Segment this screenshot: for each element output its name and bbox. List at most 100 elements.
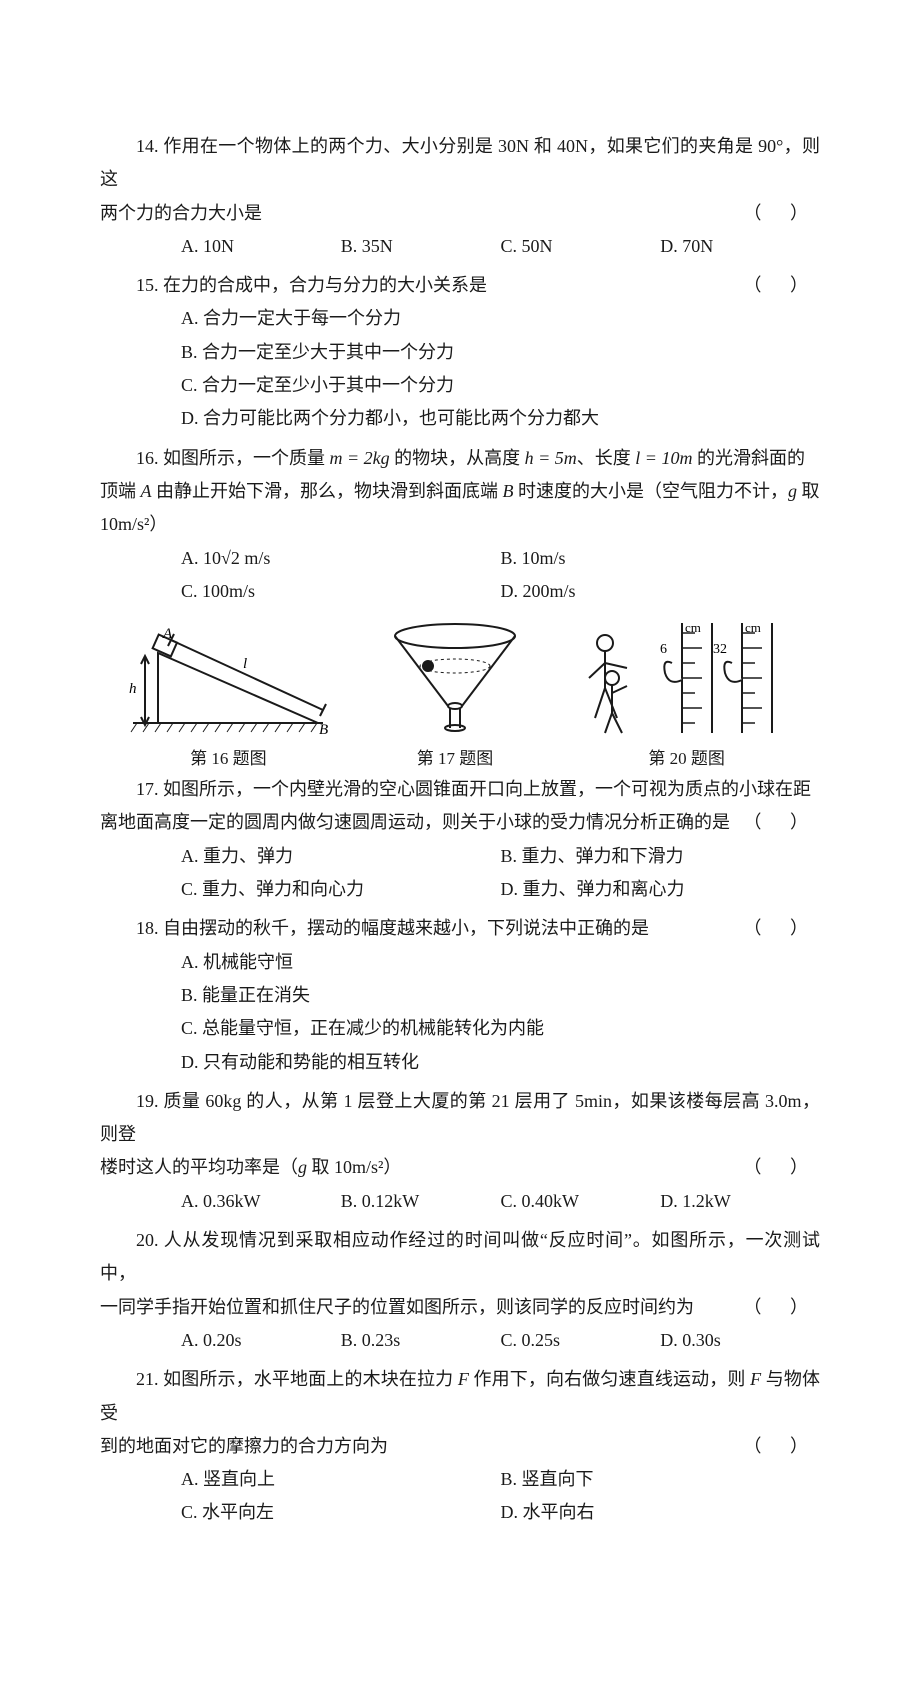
q21-opt-d: D. 水平向右 [501,1496,821,1529]
q17-opt-c: C. 重力、弹力和向心力 [181,873,501,906]
question-21: 21. 如图所示，水平地面上的木块在拉力 F 作用下，向右做匀速直线运动，则 F… [100,1363,820,1529]
q14-opt-b: B. 35N [341,230,501,263]
q14-opt-d: D. 70N [660,230,820,263]
q18-stem-text: 18. 自由摆动的秋千，摆动的幅度越来越小，下列说法中正确的是 [136,918,649,938]
q20-line1: 20. 人从发现情况到采取相应动作经过的时间叫做“反应时间”。如图所示，一次测试… [100,1224,820,1291]
q18-opt-a: A. 机械能守恒 [100,946,820,979]
q16-t5: 顶端 [100,481,141,501]
q15-opt-c: C. 合力一定至少小于其中一个分力 [100,369,820,402]
q20-opt-d: D. 0.30s [660,1324,820,1357]
q19-options: A. 0.36kW B. 0.12kW C. 0.40kW D. 1.2kW [100,1185,820,1218]
q16-A: A [141,481,152,501]
fig20-val-right: 32 [713,642,727,657]
unit-cm-2: cm [745,620,761,635]
q21-row1: A. 竖直向上 B. 竖直向下 [100,1463,820,1496]
q16-t7: 时速度的大小是（空气阻力不计， [514,481,789,501]
fig16-caption: 第 16 题图 [190,744,267,769]
q19-line2: 楼时这人的平均功率是（g 取 10m/s²） （ ） [100,1151,820,1184]
label-h: h [129,681,137,697]
q16-B: B [503,481,514,501]
q16-opt-c: C. 100m/s [181,575,501,608]
q15-stem: 15. 在力的合成中，合力与分力的大小关系是 （ ） [100,269,820,302]
q16-t6: 由静止开始下滑，那么，物块滑到斜面底端 [152,481,503,501]
label-l: l [243,656,247,672]
question-20: 20. 人从发现情况到采取相应动作经过的时间叫做“反应时间”。如图所示，一次测试… [100,1224,820,1357]
q19-opt-b: B. 0.12kW [341,1185,501,1218]
q18-opt-b: B. 能量正在消失 [100,979,820,1012]
q16-opt-d: D. 200m/s [501,575,821,608]
figure-16: A B h l 第 16 题图 [123,628,333,769]
q21-t2: 作用下，向右做匀速直线运动，则 [469,1369,750,1389]
q14-line2: 两个力的合力大小是 （ ） [100,197,820,230]
q16-h: h = 5m [525,448,577,468]
q16-g: g [788,481,797,501]
q18-opt-d: D. 只有动能和势能的相互转化 [100,1046,820,1079]
figure-20: cm cm 6 32 第 20 题图 [577,618,797,769]
answer-blank: （ ） [744,1151,821,1184]
question-15: 15. 在力的合成中，合力与分力的大小关系是 （ ） A. 合力一定大于每一个分… [100,269,820,435]
label-A: A [162,628,173,642]
q21-opt-a: A. 竖直向上 [181,1463,501,1496]
q17-row2: C. 重力、弹力和向心力 D. 重力、弹力和离心力 [100,873,820,906]
q19-opt-c: C. 0.40kW [501,1185,661,1218]
q17-opt-b: B. 重力、弹力和下滑力 [501,840,821,873]
q19-opt-a: A. 0.36kW [181,1185,341,1218]
q16-t1: 16. 如图所示，一个质量 [136,448,330,468]
q17-opt-a: A. 重力、弹力 [181,840,501,873]
answer-blank: （ ） [744,1291,821,1324]
q16-line2: 顶端 A 由静止开始下滑，那么，物块滑到斜面底端 B 时速度的大小是（空气阻力不… [100,475,820,508]
q21-opt-b: B. 竖直向下 [501,1463,821,1496]
q20-stem-tail: 一同学手指开始位置和抓住尺子的位置如图所示，则该同学的反应时间约为 [100,1297,694,1317]
q17-line1: 17. 如图所示，一个内壁光滑的空心圆锥面开口向上放置，一个可视为质点的小球在距 [100,773,820,806]
q20-line2: 一同学手指开始位置和抓住尺子的位置如图所示，则该同学的反应时间约为 （ ） [100,1291,820,1324]
q21-line2: 到的地面对它的摩擦力的合力方向为 （ ） [100,1430,820,1463]
q17-line2: 离地面高度一定的圆周内做匀速圆周运动，则关于小球的受力情况分析正确的是 （ ） [100,806,820,839]
q14-line1: 14. 作用在一个物体上的两个力、大小分别是 30N 和 40N，如果它们的夹角… [100,130,820,197]
answer-blank: （ ） [744,806,821,839]
question-18: 18. 自由摆动的秋千，摆动的幅度越来越小，下列说法中正确的是 （ ） A. 机… [100,912,820,1078]
figure-row: A B h l 第 16 题图 第 17 题图 [100,618,820,769]
q16-t8: 取 [797,481,820,501]
fig20-val-left: 6 [660,642,667,657]
q16-opt-a: A. 10√2 m/s [181,542,501,575]
q16-l: l = 10m [635,448,692,468]
q19-opt-d: D. 1.2kW [660,1185,820,1218]
q18-stem: 18. 自由摆动的秋千，摆动的幅度越来越小，下列说法中正确的是 （ ） [100,912,820,945]
q21-t1: 21. 如图所示，水平地面上的木块在拉力 [136,1369,458,1389]
q20-opt-b: B. 0.23s [341,1324,501,1357]
q14-options: A. 10N B. 35N C. 50N D. 70N [100,230,820,263]
q21-F1: F [458,1369,469,1389]
q21-stem-tail: 到的地面对它的摩擦力的合力方向为 [100,1436,388,1456]
q19-t2: 取 10m/s²） [307,1157,401,1177]
unit-cm-1: cm [685,620,701,635]
q15-opt-b: B. 合力一定至少大于其中一个分力 [100,336,820,369]
q17-stem-tail: 离地面高度一定的圆周内做匀速圆周运动，则关于小球的受力情况分析正确的是 [100,812,730,832]
question-16: 16. 如图所示，一个质量 m = 2kg 的物块，从高度 h = 5m、长度 … [100,442,820,608]
q16-line3: 10m/s²） [100,508,820,541]
q20-options: A. 0.20s B. 0.23s C. 0.25s D. 0.30s [100,1324,820,1357]
q20-opt-a: A. 0.20s [181,1324,341,1357]
q21-row2: C. 水平向左 D. 水平向右 [100,1496,820,1529]
q18-opt-c: C. 总能量守恒，正在减少的机械能转化为内能 [100,1012,820,1045]
q14-opt-c: C. 50N [501,230,661,263]
ruler-diagram: cm cm 6 32 [577,618,797,738]
q19-t1: 楼时这人的平均功率是（ [100,1157,298,1177]
figure-17: 第 17 题图 [380,618,530,769]
q14-stem-tail: 两个力的合力大小是 [100,203,262,223]
q19-line1: 19. 质量 60kg 的人，从第 1 层登上大厦的第 21 层用了 5min，… [100,1085,820,1152]
q15-stem-text: 15. 在力的合成中，合力与分力的大小关系是 [136,275,487,295]
answer-blank: （ ） [744,197,821,230]
q15-opt-d: D. 合力可能比两个分力都小，也可能比两个分力都大 [100,402,820,435]
q21-F2: F [750,1369,761,1389]
q19-g: g [298,1157,307,1177]
q17-opt-d: D. 重力、弹力和离心力 [501,873,821,906]
q21-opt-c: C. 水平向左 [181,1496,501,1529]
q15-opt-a: A. 合力一定大于每一个分力 [100,302,820,335]
answer-blank: （ ） [708,912,821,945]
question-19: 19. 质量 60kg 的人，从第 1 层登上大厦的第 21 层用了 5min，… [100,1085,820,1218]
q16-row1: A. 10√2 m/s B. 10m/s [100,542,820,575]
question-14: 14. 作用在一个物体上的两个力、大小分别是 30N 和 40N，如果它们的夹角… [100,130,820,263]
answer-blank: （ ） [708,269,821,302]
fig20-caption: 第 20 题图 [648,744,725,769]
q16-t4: 的光滑斜面的 [692,448,805,468]
